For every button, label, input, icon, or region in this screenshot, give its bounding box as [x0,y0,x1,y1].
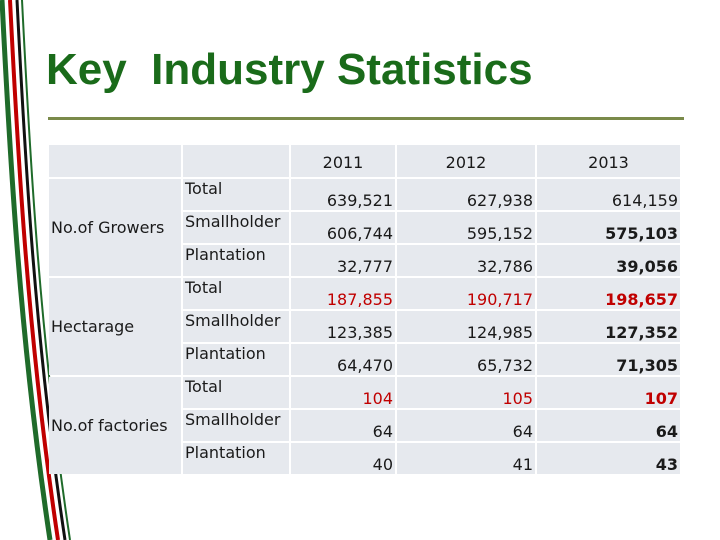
year-header: 2012 [397,145,535,177]
subcategory-label: Total [183,377,289,408]
category-label: No.of Growers [49,179,181,276]
category-label: No.of factories [49,377,181,474]
table-row: No.of Growers Total 639,521 627,938 614,… [49,179,680,276]
table-row: No.of factories Total 104 105 107 [49,377,680,474]
value-cell: 64 [291,410,395,441]
value-cell: 627,938 [397,179,535,210]
value-cell: 39,056 [537,245,680,276]
table-row: Hectarage Total 187,855 190,717 198,657 [49,278,680,375]
industry-stats-table: 2011 2012 2013 No.of Growers Total 639,5… [47,143,682,476]
category-label: Hectarage [49,278,181,375]
table-row: Smallholder 123,385 124,985 127,352 [49,311,680,342]
subcategory-label: Total [183,179,289,210]
value-cell: 575,103 [537,212,680,243]
table-row: Plantation 32,777 32,786 39,056 [49,245,680,276]
table-row: Plantation 40 41 43 [49,443,680,474]
header-empty-cell [183,145,289,177]
subcategory-label: Smallholder [183,311,289,342]
value-cell: 43 [537,443,680,474]
value-cell: 65,732 [397,344,535,375]
value-cell: 639,521 [291,179,395,210]
value-cell: 614,159 [537,179,680,210]
subcategory-label: Smallholder [183,212,289,243]
value-cell: 187,855 [291,278,395,309]
value-cell: 41 [397,443,535,474]
table-row: Plantation 64,470 65,732 71,305 [49,344,680,375]
subcategory-label: Plantation [183,344,289,375]
subcategory-label: Plantation [183,245,289,276]
value-cell: 606,744 [291,212,395,243]
value-cell: 123,385 [291,311,395,342]
value-cell: 124,985 [397,311,535,342]
table-row: Smallholder 606,744 595,152 575,103 [49,212,680,243]
value-cell: 595,152 [397,212,535,243]
subcategory-label: Smallholder [183,410,289,441]
value-cell: 198,657 [537,278,680,309]
value-cell: 64 [537,410,680,441]
page-title: Key Industry Statistics [46,45,533,94]
subcategory-label: Plantation [183,443,289,474]
value-cell: 105 [397,377,535,408]
header-row: 2011 2012 2013 [49,145,680,177]
value-cell: 64 [397,410,535,441]
table-row: Smallholder 64 64 64 [49,410,680,441]
year-header: 2013 [537,145,680,177]
subcategory-label: Total [183,278,289,309]
value-cell: 71,305 [537,344,680,375]
value-cell: 64,470 [291,344,395,375]
header-empty-cell [49,145,181,177]
value-cell: 127,352 [537,311,680,342]
title-divider [48,117,684,120]
value-cell: 104 [291,377,395,408]
year-header: 2011 [291,145,395,177]
value-cell: 190,717 [397,278,535,309]
value-cell: 32,786 [397,245,535,276]
stripe-green [0,0,53,540]
value-cell: 40 [291,443,395,474]
value-cell: 32,777 [291,245,395,276]
value-cell: 107 [537,377,680,408]
